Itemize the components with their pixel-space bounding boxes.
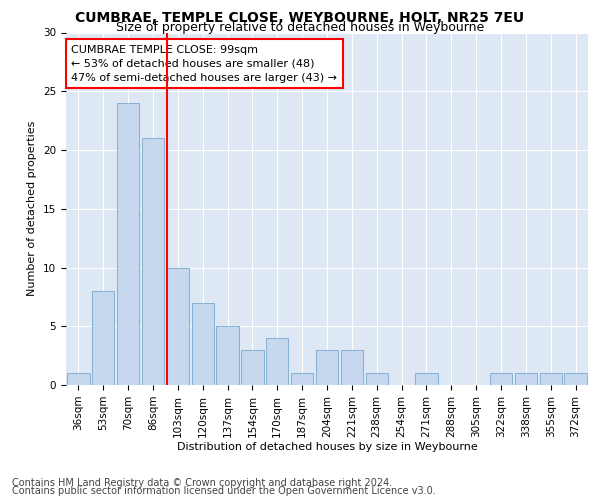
- Bar: [217, 326, 239, 385]
- Bar: [316, 350, 338, 385]
- Bar: [117, 103, 139, 385]
- Bar: [266, 338, 289, 385]
- Bar: [365, 373, 388, 385]
- Bar: [291, 373, 313, 385]
- Text: Size of property relative to detached houses in Weybourne: Size of property relative to detached ho…: [116, 21, 484, 34]
- Bar: [191, 302, 214, 385]
- Bar: [241, 350, 263, 385]
- Bar: [142, 138, 164, 385]
- X-axis label: Distribution of detached houses by size in Weybourne: Distribution of detached houses by size …: [176, 442, 478, 452]
- Bar: [92, 291, 115, 385]
- Bar: [415, 373, 437, 385]
- Text: Contains HM Land Registry data © Crown copyright and database right 2024.: Contains HM Land Registry data © Crown c…: [12, 478, 392, 488]
- Bar: [490, 373, 512, 385]
- Text: CUMBRAE, TEMPLE CLOSE, WEYBOURNE, HOLT, NR25 7EU: CUMBRAE, TEMPLE CLOSE, WEYBOURNE, HOLT, …: [76, 11, 524, 25]
- Bar: [565, 373, 587, 385]
- Bar: [515, 373, 537, 385]
- Bar: [167, 268, 189, 385]
- Bar: [539, 373, 562, 385]
- Text: Contains public sector information licensed under the Open Government Licence v3: Contains public sector information licen…: [12, 486, 436, 496]
- Bar: [341, 350, 363, 385]
- Text: CUMBRAE TEMPLE CLOSE: 99sqm
← 53% of detached houses are smaller (48)
47% of sem: CUMBRAE TEMPLE CLOSE: 99sqm ← 53% of det…: [71, 45, 337, 83]
- Y-axis label: Number of detached properties: Number of detached properties: [28, 121, 37, 296]
- Bar: [67, 373, 89, 385]
